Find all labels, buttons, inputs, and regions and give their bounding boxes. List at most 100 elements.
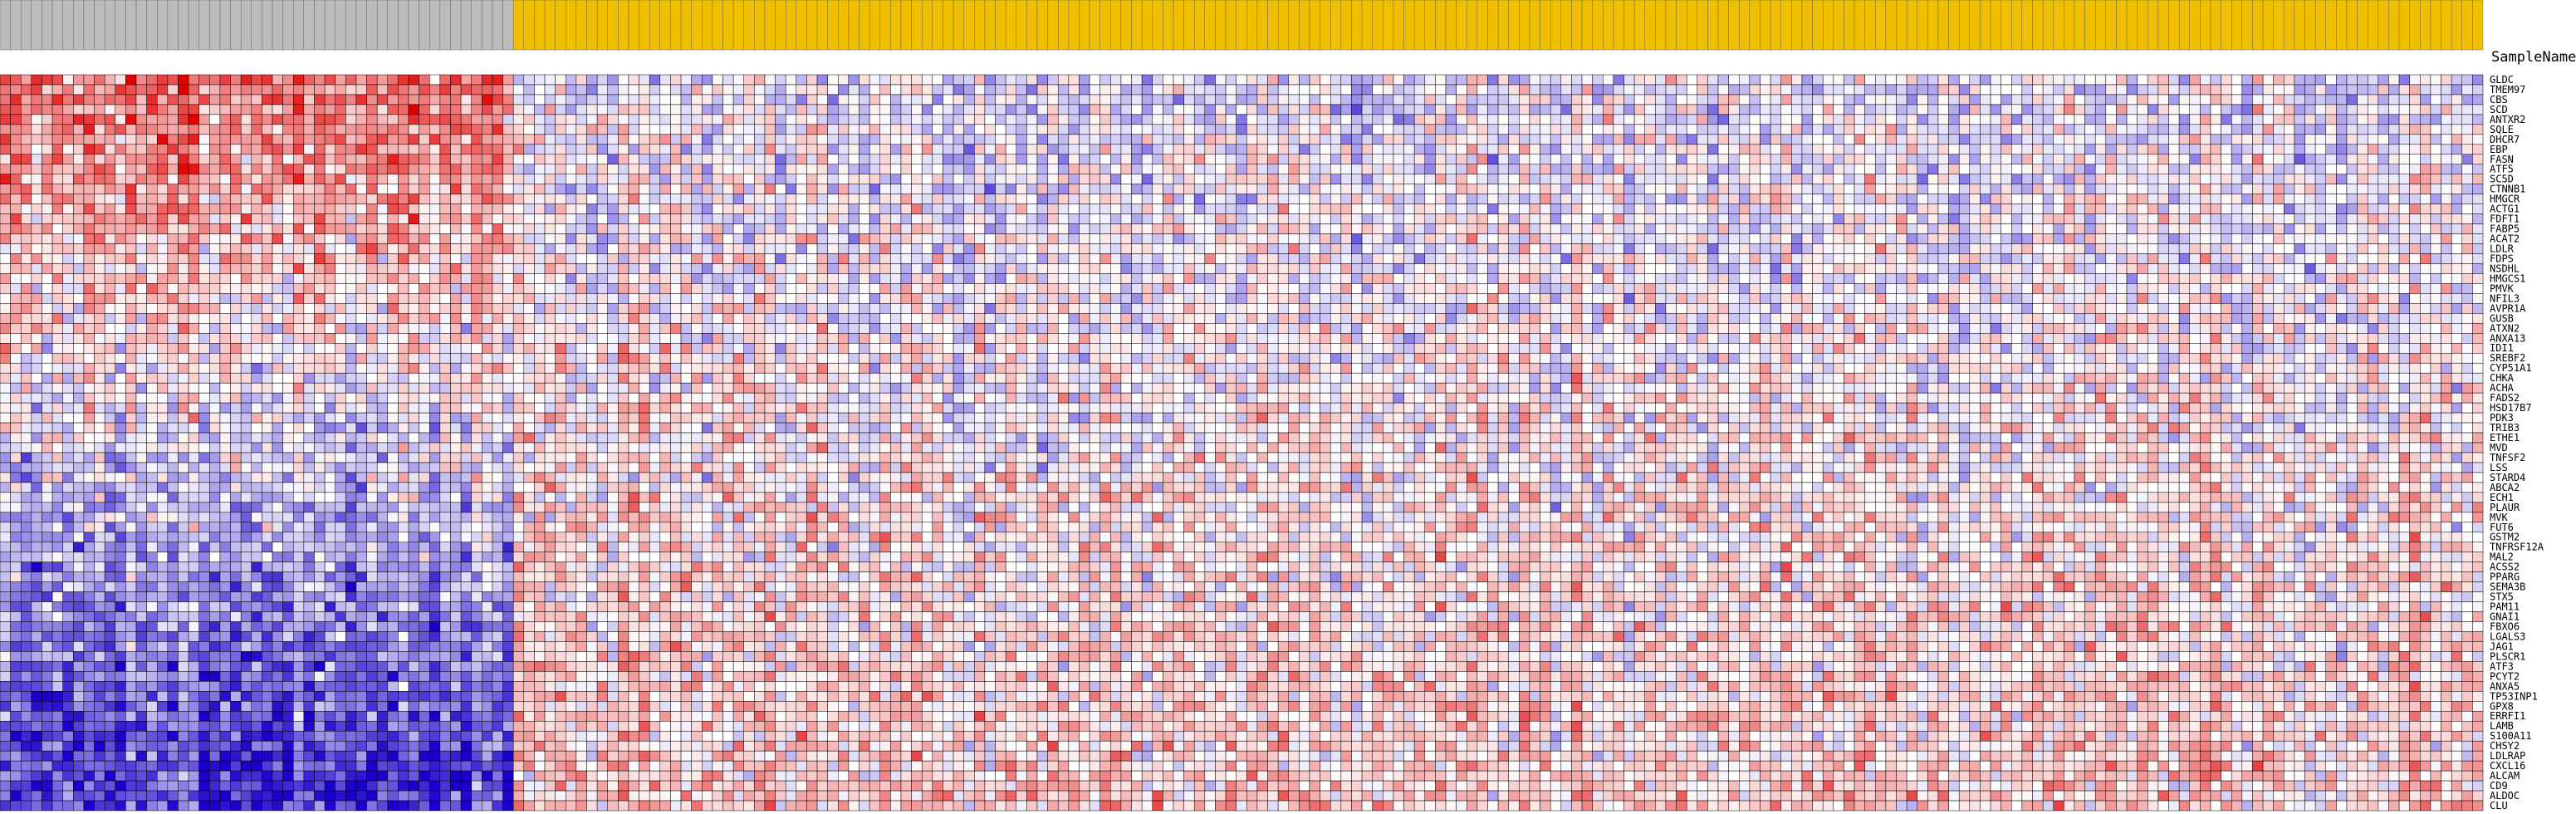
- heatmap-cell: [586, 263, 598, 274]
- heatmap-cell: [62, 104, 74, 115]
- heatmap-cell: [1016, 204, 1027, 214]
- heatmap-cell: [785, 84, 797, 96]
- heatmap-cell: [1256, 194, 1268, 204]
- heatmap-cell: [1896, 174, 1908, 184]
- heatmap-cell: [1026, 84, 1038, 96]
- heatmap-cell: [1047, 223, 1059, 234]
- sample-header-cell: [439, 0, 451, 51]
- heatmap-cell: [1036, 114, 1048, 125]
- heatmap-cell: [2430, 104, 2441, 115]
- heatmap-cell: [2294, 194, 2305, 204]
- heatmap-cell: [0, 94, 11, 105]
- heatmap-cell: [31, 184, 42, 194]
- heatmap-cell: [984, 263, 996, 274]
- heatmap-cell: [1508, 194, 1520, 204]
- heatmap-cell: [482, 164, 493, 174]
- heatmap-cell: [219, 154, 231, 164]
- heatmap-cell: [2189, 223, 2201, 234]
- heatmap-cell: [1330, 184, 1342, 194]
- heatmap-cell: [1603, 84, 1614, 96]
- heatmap-cell: [1047, 84, 1059, 96]
- heatmap-cell: [272, 84, 283, 96]
- heatmap-cell: [1351, 184, 1363, 194]
- heatmap-cell: [376, 223, 389, 234]
- heatmap-cell: [1812, 104, 1824, 115]
- heatmap-cell: [1770, 154, 1781, 164]
- heatmap-cell: [2262, 263, 2274, 274]
- heatmap-cell: [1372, 144, 1383, 155]
- heatmap-cell: [1917, 253, 1928, 264]
- heatmap-cell: [796, 144, 807, 155]
- heatmap-cell: [1644, 233, 1656, 244]
- heatmap-cell: [1822, 114, 1834, 125]
- heatmap-cell: [104, 144, 116, 155]
- heatmap-cell: [2314, 74, 2327, 86]
- heatmap-cell: [1990, 233, 2001, 244]
- heatmap-cell: [523, 94, 535, 105]
- heatmap-cell: [20, 164, 32, 174]
- heatmap-cell: [1948, 84, 1960, 96]
- heatmap-cell: [806, 233, 818, 244]
- heatmap-cell: [1519, 84, 1530, 96]
- heatmap-cell: [963, 233, 975, 244]
- heatmap-cell: [1801, 84, 1813, 96]
- heatmap-cell: [900, 223, 912, 234]
- heatmap-cell: [1801, 233, 1813, 244]
- heatmap-cell: [282, 124, 294, 135]
- heatmap-cell: [555, 204, 566, 214]
- heatmap-cell: [398, 213, 409, 224]
- heatmap-cell: [209, 243, 221, 254]
- heatmap-cell: [1183, 263, 1195, 274]
- heatmap-cell: [1540, 74, 1551, 86]
- heatmap-cell: [1728, 114, 1740, 125]
- heatmap-cell: [2420, 243, 2432, 254]
- heatmap-cell: [816, 204, 828, 214]
- heatmap-cell: [1120, 174, 1132, 184]
- sample-header-cell: [2116, 0, 2128, 51]
- heatmap-cell: [2367, 174, 2379, 184]
- heatmap-cell: [2011, 194, 2023, 204]
- heatmap-cell: [2252, 263, 2264, 274]
- heatmap-cell: [1707, 104, 1719, 115]
- heatmap-cell: [1791, 223, 1803, 234]
- heatmap-cell: [1497, 174, 1509, 184]
- heatmap-cell: [31, 273, 42, 284]
- heatmap-cell: [1875, 134, 1887, 145]
- heatmap-cell: [1655, 243, 1667, 254]
- heatmap-cell: [2137, 134, 2148, 145]
- heatmap-cell: [209, 213, 221, 224]
- heatmap-cell: [31, 204, 42, 214]
- heatmap-cell: [2084, 243, 2096, 254]
- heatmap-cell: [1036, 134, 1048, 145]
- heatmap-cell: [408, 243, 419, 254]
- heatmap-cell: [42, 74, 53, 86]
- heatmap-cell: [921, 134, 933, 145]
- heatmap-cell: [1152, 164, 1163, 174]
- heatmap-cell: [104, 114, 116, 125]
- heatmap-cell: [62, 243, 74, 254]
- heatmap-cell: [94, 184, 105, 194]
- heatmap-cell: [1665, 233, 1677, 244]
- heatmap-cell: [639, 204, 650, 214]
- heatmap-cell: [1770, 94, 1781, 105]
- heatmap-cell: [324, 74, 335, 86]
- heatmap-cell: [1854, 124, 1865, 135]
- heatmap-cell: [1822, 253, 1834, 264]
- heatmap-cell: [1728, 194, 1740, 204]
- heatmap-cell: [439, 253, 451, 264]
- heatmap-cell: [1644, 84, 1656, 96]
- heatmap-cell: [764, 114, 776, 125]
- heatmap-cell: [1665, 164, 1677, 174]
- heatmap-cell: [1036, 194, 1048, 204]
- heatmap-cell: [2336, 204, 2348, 214]
- heatmap-cell: [2441, 204, 2452, 214]
- heatmap-cell: [1969, 84, 1981, 96]
- heatmap-cell: [1896, 104, 1908, 115]
- heatmap-cell: [1519, 243, 1530, 254]
- heatmap-cell: [324, 104, 335, 115]
- heatmap-cell: [974, 124, 986, 135]
- heatmap-cell: [31, 124, 42, 135]
- heatmap-cell: [1183, 204, 1195, 214]
- heatmap-cell: [712, 233, 723, 244]
- heatmap-cell: [659, 114, 671, 125]
